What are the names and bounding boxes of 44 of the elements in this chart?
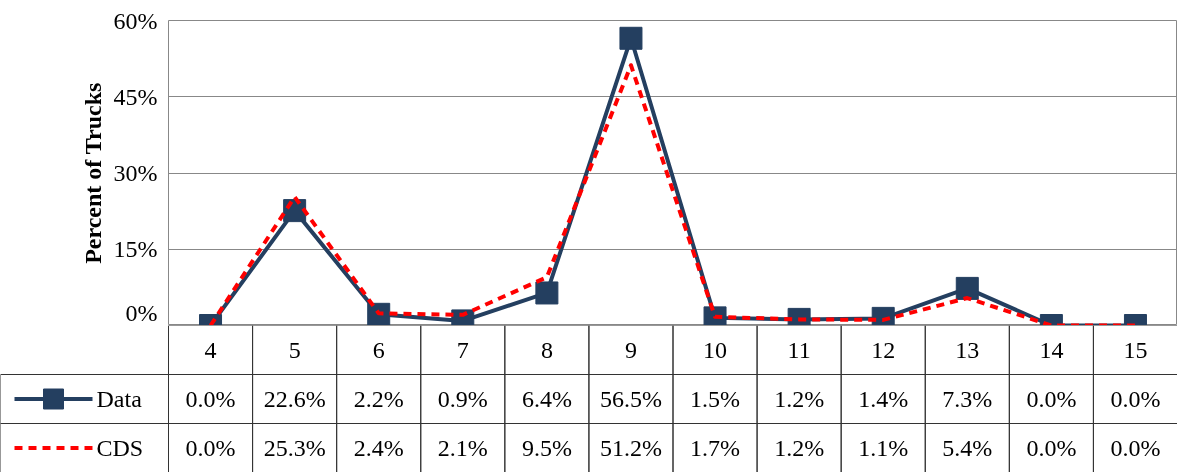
data-label: 22.6% [263,386,326,412]
data-label: 0.0% [1110,435,1161,461]
data-label: 1.4% [858,386,909,412]
x-tick-label: 5 [288,336,301,363]
x-tick-label: 8 [540,336,553,363]
data-label: 7.3% [942,386,993,412]
y-tick-label: 15% [113,236,158,263]
data-label: 1.2% [774,435,825,461]
x-tick-label: 15 [1123,336,1148,363]
x-tick-label: 11 [787,336,811,363]
data-label: 56.5% [599,386,662,412]
data-label: 0.0% [1026,386,1077,412]
data-label: 0.0% [185,386,236,412]
x-tick-label: 7 [456,336,469,363]
y-tick-label: 30% [113,160,158,186]
data-label: 5.4% [942,435,993,461]
data-label: 2.1% [437,435,488,461]
data-label: 0.0% [185,435,236,461]
data-label: 1.2% [774,386,825,412]
x-tick-label: 9 [624,336,637,363]
data-label: 6.4% [521,386,572,412]
data-label: 25.3% [263,435,326,461]
data-label: 1.1% [858,435,909,461]
data-label: 0.0% [1026,435,1077,461]
y-tick-label: 60% [113,7,158,34]
data-label: 1.5% [690,386,741,412]
data-label: 0.9% [437,386,488,412]
data-label: 0.0% [1110,386,1161,412]
data-label: 9.5% [521,435,572,461]
data-label: 2.4% [353,435,404,461]
y-tick-label: 45% [113,83,158,110]
x-tick-label: 13 [955,336,980,363]
legend-label: Data [96,386,143,412]
y-axis-title: Percent of Trucks [79,82,106,264]
y-tick-label: 0% [125,299,158,326]
legend-label: CDS [96,435,144,461]
x-tick-label: 10 [703,336,728,363]
x-tick-label: 14 [1039,336,1064,363]
data-label: 2.2% [353,386,404,412]
data-label: 1.7% [690,435,741,461]
x-tick-label: 6 [372,336,385,363]
x-tick-label: 12 [871,336,896,363]
data-label: 51.2% [599,435,662,461]
x-tick-label: 4 [204,336,217,363]
